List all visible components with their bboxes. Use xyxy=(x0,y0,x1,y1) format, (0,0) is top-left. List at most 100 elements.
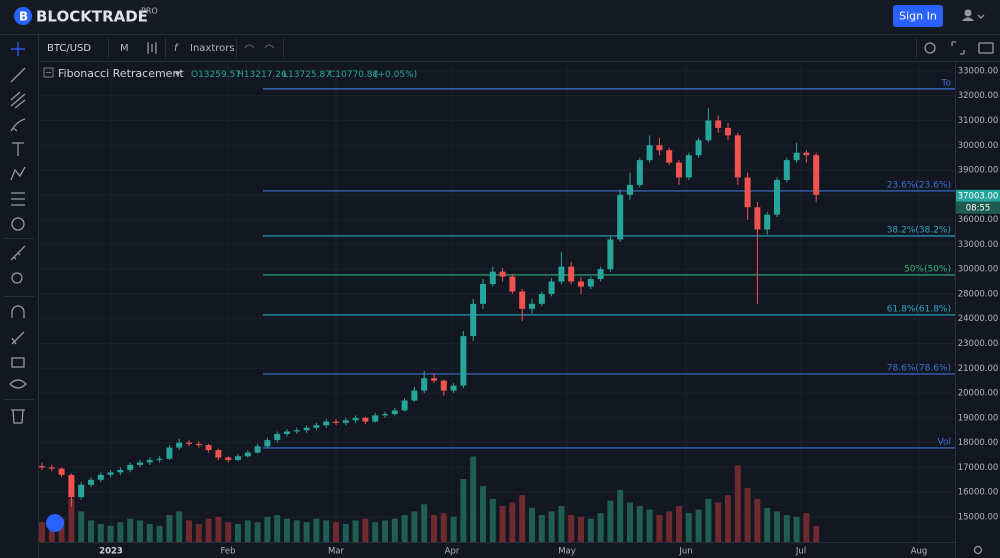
fib-level-label: To xyxy=(941,78,952,88)
text-tool[interactable] xyxy=(12,142,24,156)
fullscreen-button[interactable] xyxy=(951,41,965,55)
candle-body xyxy=(107,472,114,475)
volume-bar xyxy=(284,518,290,542)
indicators-icon[interactable]: f xyxy=(174,43,179,54)
brush-tool[interactable] xyxy=(10,118,26,132)
fib-level-label: 61.8%(61.8%) xyxy=(887,304,951,314)
volume-bar xyxy=(195,524,202,542)
candle-body xyxy=(695,140,702,156)
candle-body xyxy=(421,378,428,391)
pitchfork-tool[interactable] xyxy=(10,91,26,109)
volume-bar xyxy=(333,522,339,542)
candle-body xyxy=(548,281,555,294)
x-tick-label: May xyxy=(558,547,576,557)
volume-bar xyxy=(460,479,467,542)
volume-bar xyxy=(411,511,418,542)
volume-bar xyxy=(401,515,408,542)
volume-bar xyxy=(137,520,143,542)
axis-settings[interactable] xyxy=(973,545,983,555)
plot-area: To 23.6%(23.6%) 38.2%(38.2%) 50%(50%) 61.8%(… xyxy=(39,62,955,542)
candle-body xyxy=(627,184,633,195)
candle-body xyxy=(715,120,722,128)
y-tick-label: 16000.00 xyxy=(958,488,999,498)
indicators-button[interactable]: Inaxtrors xyxy=(190,43,235,54)
candle-body xyxy=(587,279,594,287)
candle-body xyxy=(783,160,790,180)
trend-line-tool[interactable] xyxy=(10,67,26,83)
screenshot-button[interactable] xyxy=(978,42,994,54)
redo-button[interactable] xyxy=(264,44,275,49)
volume-bar xyxy=(88,520,94,542)
candle-body xyxy=(274,433,281,441)
candle-body xyxy=(323,421,330,426)
y-tick-label: 30000.00 xyxy=(958,141,999,151)
chart-style-button[interactable] xyxy=(147,42,157,54)
volume-bar xyxy=(323,520,330,542)
user-icon-head[interactable] xyxy=(964,9,972,17)
volume-bar xyxy=(489,498,496,542)
volume-bar xyxy=(68,498,75,542)
symbol[interactable]: BTC/USD xyxy=(47,43,91,54)
volume-bar xyxy=(382,520,388,542)
undo-button[interactable] xyxy=(244,44,255,49)
candle-body xyxy=(382,414,388,416)
volume-bar xyxy=(519,495,526,542)
candle-body xyxy=(411,390,418,401)
crosshair-tool[interactable] xyxy=(11,42,25,56)
y-tick-label: 30000.00 xyxy=(958,265,999,275)
sign-in-label[interactable]: Sign In xyxy=(899,10,937,23)
volume-bar xyxy=(646,509,653,542)
volume-bar xyxy=(97,524,104,542)
candle-body xyxy=(342,420,349,423)
volume-bar xyxy=(725,495,731,542)
logo-badge[interactable] xyxy=(46,514,64,532)
lock-tool[interactable] xyxy=(11,357,25,368)
candle-body xyxy=(235,456,241,460)
sign-in-button[interactable] xyxy=(893,5,943,27)
candle-body xyxy=(734,135,741,178)
candle-body xyxy=(813,155,820,195)
volume-bar xyxy=(793,516,800,542)
settings-button[interactable] xyxy=(924,42,936,54)
stay-drawing-tool[interactable] xyxy=(11,331,25,345)
x-tick-label: Mar xyxy=(328,547,345,557)
legend-ohlc: O13259.57 H13217.26 L13725.87 C10770.88 … xyxy=(191,70,417,80)
candle-body xyxy=(803,152,810,156)
legend-high: H13217.26 xyxy=(237,70,287,80)
pattern-tool[interactable] xyxy=(10,166,26,181)
fib-level-label: 78.6%(78.6%) xyxy=(887,363,951,373)
volume-bar xyxy=(146,524,153,542)
volume-bar xyxy=(499,506,506,542)
candle-body xyxy=(362,417,369,422)
candle-body xyxy=(529,303,535,309)
volume-bar xyxy=(235,524,241,542)
candle-body xyxy=(764,214,771,230)
candle-body xyxy=(313,425,320,428)
legend-collapse[interactable] xyxy=(43,67,54,78)
y-tick-label: 33000.00 xyxy=(958,66,999,76)
user-menu-caret[interactable] xyxy=(977,14,985,19)
zoom-tool[interactable] xyxy=(11,272,23,284)
ruler-tool[interactable] xyxy=(10,245,26,261)
candle-body xyxy=(215,450,222,458)
volume-bar xyxy=(254,522,261,542)
candle-body xyxy=(607,239,614,270)
volume-bar xyxy=(470,456,477,542)
delete-tool[interactable] xyxy=(11,409,25,424)
visibility-tool[interactable] xyxy=(9,379,27,389)
candle-body xyxy=(656,145,663,151)
interval[interactable]: M xyxy=(120,43,129,54)
volume-bar xyxy=(695,509,702,542)
user-icon-body[interactable] xyxy=(962,17,974,22)
volume-bar xyxy=(597,513,604,542)
shapes-tool[interactable] xyxy=(11,217,25,231)
volume-bar xyxy=(352,520,359,542)
fib-tool[interactable] xyxy=(11,192,25,206)
magnet-tool[interactable] xyxy=(11,305,25,318)
y-tick-label: 17000.00 xyxy=(958,463,999,473)
candle-body xyxy=(293,430,300,432)
volume-bar xyxy=(607,500,614,542)
study-caret[interactable]: ▼ xyxy=(175,70,181,78)
